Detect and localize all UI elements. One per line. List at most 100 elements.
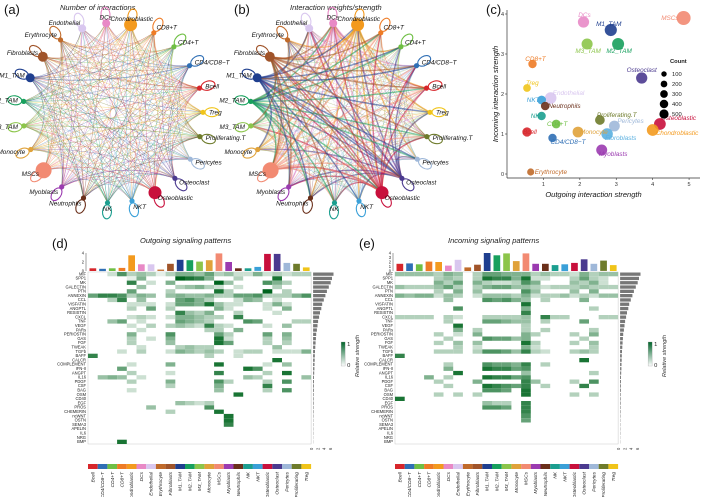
heat-e-col-label: Pericytes xyxy=(591,471,597,491)
heat-d-top-bar xyxy=(293,263,300,271)
heat-d-cell xyxy=(117,319,127,324)
heat-d-cell xyxy=(282,332,292,337)
heat-d-row-label: PTN xyxy=(78,289,86,294)
heat-d-cell xyxy=(243,319,253,324)
heat-e-cell xyxy=(453,345,463,350)
heat-d-col-label: Treg xyxy=(304,472,310,482)
net-a-edge xyxy=(130,24,200,137)
net-a-node-label: Endothelial xyxy=(49,20,81,27)
net-a-edge xyxy=(23,28,83,127)
heat-e-row-label: TWEAK xyxy=(378,345,393,350)
heat-e-col-strip xyxy=(521,464,531,469)
heat-d-right-bar xyxy=(313,401,314,405)
net-a-node-label: CD4/CD8−T xyxy=(195,60,231,67)
scatter-point xyxy=(601,128,613,140)
heat-e-cell xyxy=(501,297,512,303)
heat-e-top-tick: 2 xyxy=(389,260,392,265)
heat-d-right-bar xyxy=(313,392,314,397)
heat-d-cell xyxy=(272,293,282,298)
heat-d-cell xyxy=(165,315,176,320)
heat-e-col-label: NKT xyxy=(562,471,568,482)
net-b-edge xyxy=(397,111,431,179)
heat-e-row-label: GAS xyxy=(384,336,393,341)
heat-e-cell xyxy=(443,362,454,367)
scatter-point-label: Monocyte xyxy=(580,129,608,136)
heat-e-cell xyxy=(443,293,454,298)
heat-d-right-bar xyxy=(313,388,314,392)
heat-e-col-label: CD4+T xyxy=(417,471,423,487)
heat-e-row-label: PROS xyxy=(381,405,393,410)
heat-e-right-bar xyxy=(620,332,624,336)
net-a-edge xyxy=(42,56,176,179)
heat-e-cell xyxy=(559,315,570,320)
heat-e-row-label: FGF xyxy=(385,340,394,345)
heat-d-cell xyxy=(175,315,185,320)
net-b-node-label: Pericytes xyxy=(422,159,449,166)
heat-e-cell xyxy=(501,336,512,341)
heat-e-right-bar xyxy=(620,319,626,324)
net-b-node-label: Osteoclast xyxy=(406,180,436,187)
heat-e-top-bar xyxy=(512,261,520,271)
heat-e-cell xyxy=(579,319,589,324)
heat-e-row-label: APELIN xyxy=(378,426,393,431)
heat-e-cell xyxy=(492,319,502,324)
heat-d-cell xyxy=(252,366,263,371)
heat-d-cell xyxy=(136,375,147,380)
heat-e-cell xyxy=(589,306,599,311)
heat-d-cell xyxy=(291,319,302,324)
scatter-point-label: CD4/CD8−T xyxy=(551,139,587,146)
heat-e-cell xyxy=(598,284,609,290)
heat-d-col-label: Bcell xyxy=(90,471,96,482)
heat-e-right-bar xyxy=(620,328,624,332)
heat-d-cell xyxy=(136,293,147,298)
heat-d-cell xyxy=(146,315,156,320)
heat-e-cell xyxy=(589,284,599,290)
net-a-node-label: MSCs xyxy=(22,171,40,178)
size-legend-label: 200 xyxy=(672,82,682,88)
heat-d-top-bar xyxy=(215,253,223,271)
scatter-point xyxy=(551,119,561,129)
heat-e-top-bar xyxy=(406,263,413,271)
heat-e-row-label: ncWNT xyxy=(379,413,393,418)
heat-e-right-bar xyxy=(620,410,621,414)
heat-d-cell xyxy=(126,280,137,285)
heat-d-row-label: OSTN xyxy=(75,418,86,423)
heat-e-cell xyxy=(395,353,405,358)
net-a-node-label: DCs xyxy=(99,14,112,21)
heat-d-cell xyxy=(165,379,176,384)
scatter-point xyxy=(608,120,620,132)
heat-e-right-bar xyxy=(620,401,621,405)
heat-e-cell xyxy=(511,284,522,290)
net-a-edge xyxy=(30,24,131,79)
net-b-node xyxy=(264,51,275,62)
heat-d-cell xyxy=(165,340,176,346)
heat-e-cell xyxy=(550,293,560,298)
heat-d-cell xyxy=(204,401,215,406)
heat-d-col-strip xyxy=(107,464,118,469)
heat-e-col-strip xyxy=(501,464,512,469)
heat-d-cell xyxy=(165,336,176,341)
heat-e-cell xyxy=(569,340,580,346)
heat-e-cell xyxy=(589,280,599,285)
heat-d-top-bar xyxy=(128,255,135,272)
heat-d-right-bar xyxy=(313,341,316,345)
heat-d-cell xyxy=(194,284,205,290)
net-b-node xyxy=(356,198,362,204)
heat-d-cell xyxy=(97,293,108,298)
heat-e-cell xyxy=(453,284,463,290)
heat-d-col-strip xyxy=(243,464,253,469)
heat-d-cell xyxy=(223,289,234,294)
heat-d-row-label: TWEAK xyxy=(71,345,86,350)
heat-d-cell xyxy=(214,383,224,389)
net-a-node xyxy=(57,37,64,43)
heat-e-cell xyxy=(521,323,531,328)
x-tick-label: 2 xyxy=(578,182,581,188)
heat-d-col-strip xyxy=(146,464,156,469)
net-a-edge xyxy=(30,77,63,187)
heat-d-cell xyxy=(165,409,176,414)
heat-e-col-label: CD8+T xyxy=(427,471,433,487)
heat-d-cell xyxy=(185,345,195,350)
scatter-point xyxy=(572,126,584,138)
heat-d-top-bar xyxy=(283,262,291,271)
net-b-node-label: NKT xyxy=(360,204,374,211)
